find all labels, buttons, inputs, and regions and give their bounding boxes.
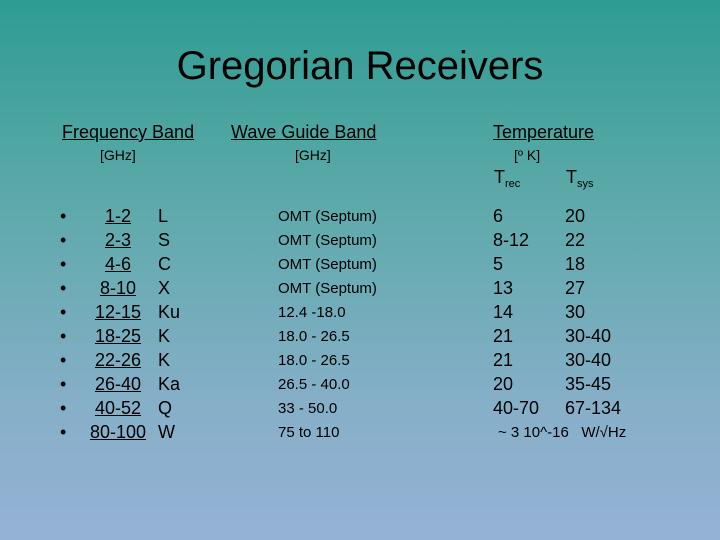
trec: 21 <box>493 326 514 346</box>
unit: [º K] <box>514 147 541 163</box>
band-letter: S <box>158 230 171 250</box>
tsys: 30 <box>565 302 586 322</box>
band-letter: C <box>158 254 171 274</box>
wave-guide: 12.4 -18.0 <box>278 304 346 321</box>
bullet: • <box>60 206 67 226</box>
band-letter: K <box>158 350 171 370</box>
frequency-range: 1-2 <box>104 206 131 226</box>
bullet: • <box>60 422 67 442</box>
trec: 13 <box>493 278 514 298</box>
wave-guide: OMT (Septum) <box>278 280 377 297</box>
unit: [GHz] <box>100 147 136 163</box>
frequency-range: 4-6 <box>104 254 131 274</box>
trec: 14 <box>493 302 514 322</box>
bullet: • <box>60 398 67 418</box>
frequency-range: 2-3 <box>104 230 131 250</box>
trec: 8-12 <box>493 230 530 250</box>
column-header: Wave Guide Band <box>231 122 377 142</box>
bullet: • <box>60 278 67 298</box>
wave-guide: OMT (Septum) <box>278 256 377 273</box>
tsys: 30-40 <box>565 326 612 346</box>
tsys: 67-134 <box>565 398 622 418</box>
bullet: • <box>60 254 67 274</box>
trec: 40-70 <box>493 398 540 418</box>
band-letter: Q <box>158 398 173 418</box>
frequency-range: 12-15 <box>94 302 142 322</box>
bullet: • <box>60 374 67 394</box>
trec-header: Trec <box>494 168 520 190</box>
frequency-range: 18-25 <box>94 326 142 346</box>
unit: [GHz] <box>295 147 331 163</box>
frequency-range: 8-10 <box>99 278 137 298</box>
subscript: sys <box>577 178 594 190</box>
band-letter: X <box>158 278 171 298</box>
tsys: 30-40 <box>565 350 612 370</box>
band-letter: W <box>158 422 175 442</box>
wave-guide: 75 to 110 <box>278 424 340 441</box>
wave-guide: OMT (Septum) <box>278 232 377 249</box>
bullet: • <box>60 230 67 250</box>
subscript: rec <box>505 178 521 190</box>
tsys: 18 <box>565 254 586 274</box>
frequency-range: 40-52 <box>94 398 142 418</box>
trec: 5 <box>493 254 504 274</box>
trec: 20 <box>493 374 514 394</box>
tsys: 22 <box>565 230 586 250</box>
trec: 6 <box>493 206 504 226</box>
wave-guide: 26.5 - 40.0 <box>278 376 350 393</box>
wave-guide: 33 - 50.0 <box>278 400 338 417</box>
column-header: Temperature <box>493 122 595 142</box>
frequency-range: 26-40 <box>94 374 142 394</box>
column-header: Frequency Band <box>62 122 195 142</box>
band-letter: K <box>158 326 171 346</box>
symbol: T <box>494 167 505 187</box>
wave-guide: OMT (Septum) <box>278 208 377 225</box>
noise-note: ~ 3 10^-16 W/√Hz <box>498 424 627 441</box>
tsys-header: Tsys <box>566 168 594 190</box>
tsys: 20 <box>565 206 586 226</box>
frequency-range: 80-100 <box>89 422 147 442</box>
title: Gregorian Receivers <box>176 44 544 88</box>
wave-guide: 18.0 - 26.5 <box>278 328 350 345</box>
frequency-range: 22-26 <box>94 350 142 370</box>
wave-guide: 18.0 - 26.5 <box>278 352 350 369</box>
symbol: T <box>566 167 577 187</box>
tsys: 27 <box>565 278 586 298</box>
band-letter: Ka <box>158 374 181 394</box>
band-letter: L <box>158 206 169 226</box>
trec: 21 <box>493 350 514 370</box>
bullet: • <box>60 302 67 322</box>
bullet: • <box>60 326 67 346</box>
band-letter: Ku <box>158 302 181 322</box>
tsys: 35-45 <box>565 374 612 394</box>
bullet: • <box>60 350 67 370</box>
